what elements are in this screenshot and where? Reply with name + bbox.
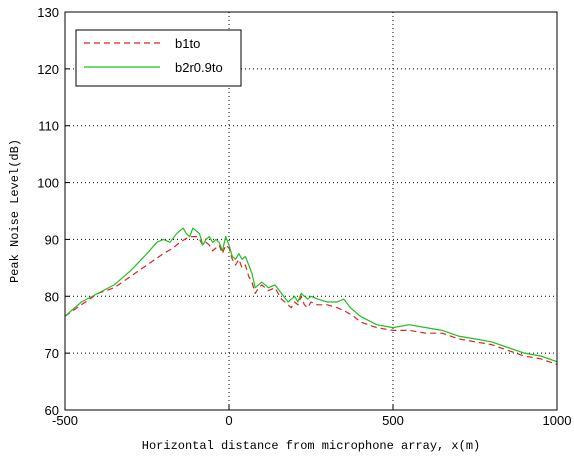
series-line-b2r0-9to <box>64 227 558 363</box>
legend-label-b1to: b1to <box>175 36 200 51</box>
y-axis-title: Peak Noise Level(dB) <box>8 139 22 283</box>
y-tick-label: 130 <box>37 5 59 20</box>
y-tick-label: 110 <box>38 119 59 134</box>
x-tick-label: -500 <box>52 413 78 428</box>
legend-box <box>75 29 242 87</box>
plot-frame <box>64 11 558 411</box>
y-tick-label: 80 <box>45 289 59 304</box>
x-tick-label: 0 <box>225 413 232 428</box>
x-tick-label: 500 <box>382 413 404 428</box>
y-tick-label: 90 <box>45 232 59 247</box>
series-layer <box>64 227 558 366</box>
tick-layer: -500 0 500 1000 60 70 80 90 100 110 120 130 <box>37 5 571 428</box>
y-tick-label: 100 <box>37 176 59 191</box>
legend-label-b2r0-9to: b2r0.9to <box>175 60 223 75</box>
y-tick-label: 70 <box>45 346 59 361</box>
series-line-b1to <box>64 236 558 366</box>
y-tick-label: 60 <box>45 403 59 418</box>
y-tick-label: 120 <box>37 62 59 77</box>
x-tick-label: 1000 <box>543 413 572 428</box>
x-axis-title: Horizontal distance from microphone arra… <box>142 439 480 453</box>
legend: b1to b2r0.9to <box>75 29 242 87</box>
